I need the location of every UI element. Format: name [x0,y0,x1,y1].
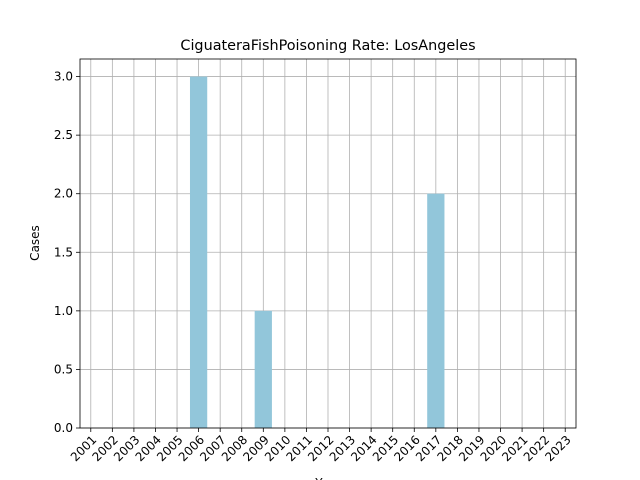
y-tick-label: 0.5 [54,362,73,376]
plot-frame [79,58,577,429]
y-tick-label: 2.5 [54,128,73,142]
y-tick-label: 1.0 [54,304,73,318]
bar [254,310,272,428]
bar [189,76,208,429]
x-axis-label: Year [314,476,340,480]
chart-title: CiguateraFishPoisoning Rate: LosAngeles [180,38,475,54]
y-tick-label: 2.0 [54,187,73,201]
y-tick-label: 0.0 [54,421,73,435]
y-axis-label: Cases [28,225,42,261]
y-tick-label: 3.0 [54,70,73,84]
y-tick-label: 1.5 [54,245,73,259]
bar [427,193,445,428]
